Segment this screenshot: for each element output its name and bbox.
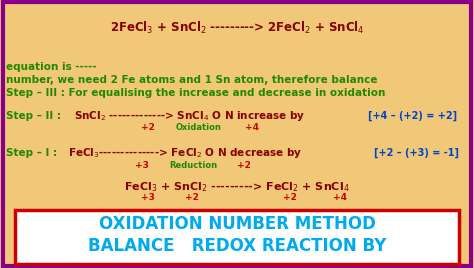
Text: [+4 – (+2) = +2]: [+4 – (+2) = +2]	[368, 111, 457, 121]
Text: +4: +4	[333, 193, 347, 203]
Text: equation is -----: equation is -----	[6, 62, 97, 72]
Text: SnCl$_2$ -------------> SnCl$_4$ O N increase by: SnCl$_2$ -------------> SnCl$_4$ O N inc…	[74, 109, 306, 123]
Text: +2: +2	[141, 124, 155, 132]
Text: +2: +2	[185, 193, 199, 203]
Text: [+2 – (+3) = -1]: [+2 – (+3) = -1]	[374, 148, 459, 158]
Text: Step – II :: Step – II :	[6, 111, 64, 121]
Text: FeCl$_3$ + SnCl$_2$ ---------> FeCl$_2$ + SnCl$_4$: FeCl$_3$ + SnCl$_2$ ---------> FeCl$_2$ …	[124, 180, 350, 194]
Text: BALANCE   REDOX REACTION BY: BALANCE REDOX REACTION BY	[88, 237, 386, 255]
Text: FeCl$_3$--------------> FeCl$_2$ O N decrease by: FeCl$_3$--------------> FeCl$_2$ O N dec…	[68, 146, 302, 160]
Text: Oxidation: Oxidation	[176, 124, 222, 132]
Text: Step – I :: Step – I :	[6, 148, 64, 158]
Text: +3: +3	[135, 161, 149, 169]
Text: +2: +2	[237, 161, 251, 169]
Bar	[15, 210, 459, 264]
Text: number, we need 2 Fe atoms and 1 Sn atom, therefore balance: number, we need 2 Fe atoms and 1 Sn atom…	[6, 75, 377, 85]
Text: 2FeCl$_3$ + SnCl$_2$ ---------> 2FeCl$_2$ + SnCl$_4$: 2FeCl$_3$ + SnCl$_2$ ---------> 2FeCl$_2…	[109, 20, 365, 36]
Text: Reduction: Reduction	[169, 161, 217, 169]
Text: +4: +4	[245, 124, 259, 132]
Text: +3: +3	[141, 193, 155, 203]
Text: OXIDATION NUMBER METHOD: OXIDATION NUMBER METHOD	[99, 215, 375, 233]
Text: +2: +2	[283, 193, 297, 203]
Text: Step – III : For equalising the increase and decrease in oxidation: Step – III : For equalising the increase…	[6, 88, 385, 98]
